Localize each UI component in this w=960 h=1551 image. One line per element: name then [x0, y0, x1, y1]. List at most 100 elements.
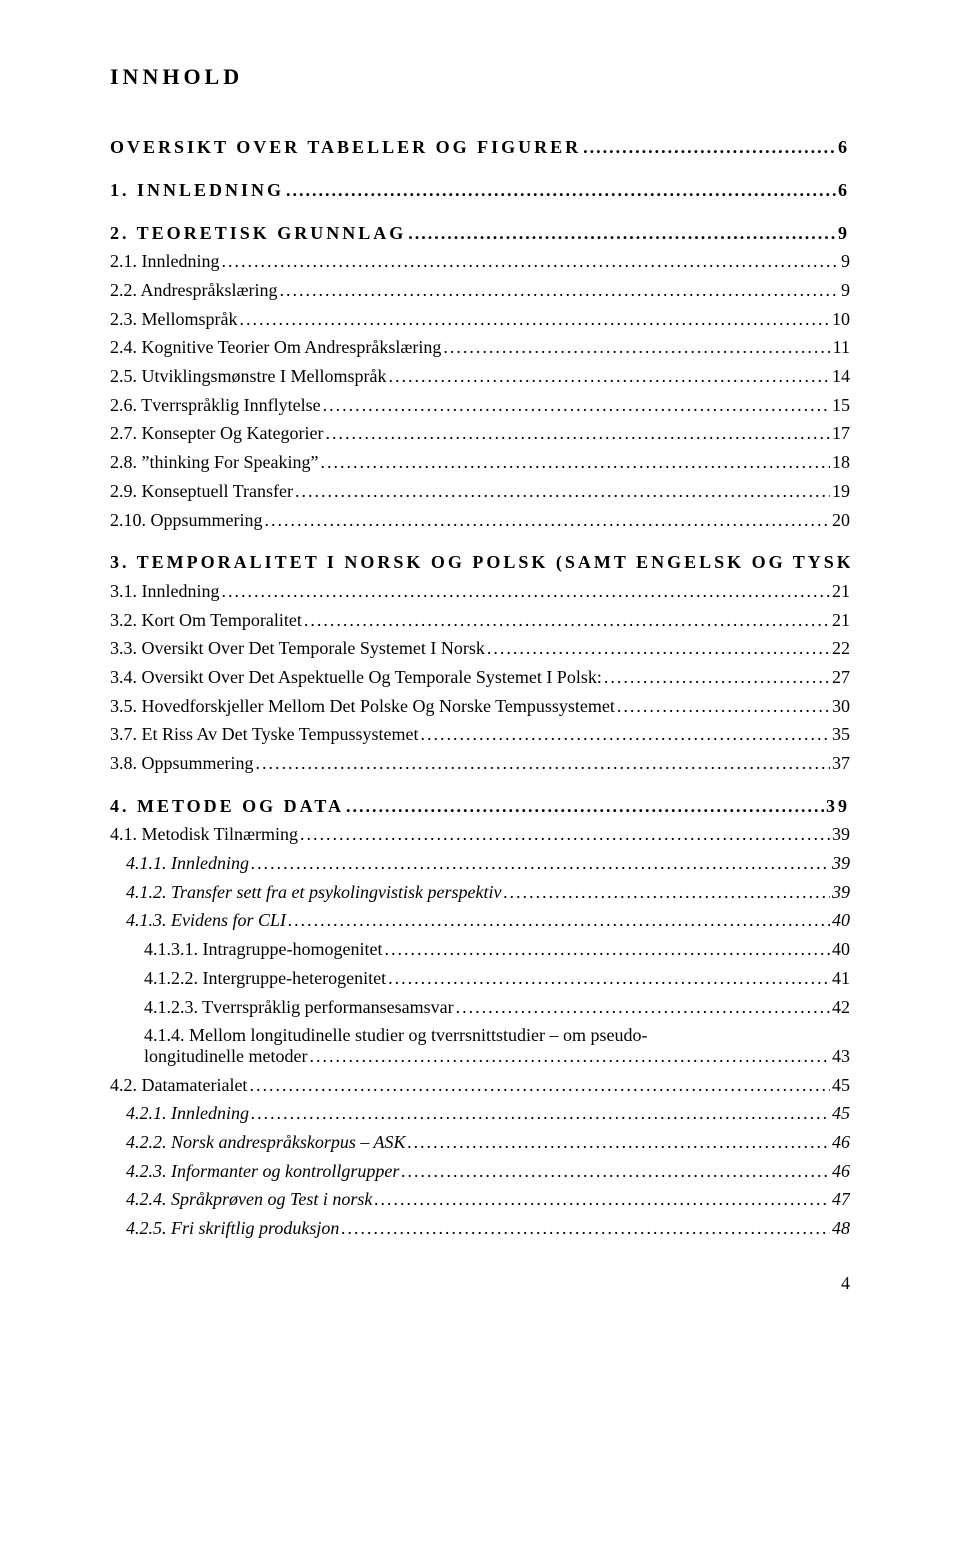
toc-page: 40	[832, 910, 850, 931]
toc-page: 39	[832, 882, 850, 903]
toc-entry: 4.2.3. Informanter og kontrollgrupper46	[110, 1161, 850, 1182]
toc-page: 27	[832, 667, 850, 688]
toc-label: 2.5. Utviklingsmønstre I Mellomspråk	[110, 366, 386, 387]
toc-label: longitudinelle metoder	[144, 1046, 307, 1067]
toc-leader	[456, 997, 830, 1018]
toc-label: 1. INNLEDNING	[110, 180, 284, 201]
toc-entry: 4.2.2. Norsk andrespråkskorpus – ASK 46	[110, 1132, 850, 1153]
toc-page: 30	[832, 696, 850, 717]
toc-leader	[408, 1132, 830, 1153]
toc-entry: 4.1.2.3. Tverrspråklig performansesamsva…	[110, 997, 850, 1018]
toc-label: 4.1.2.2. Intergruppe-heterogenitet	[144, 968, 386, 989]
toc-entry: 4.1.1. Innledning39	[110, 853, 850, 874]
toc-leader	[388, 968, 830, 989]
toc-entry: 3.4. Oversikt Over Det Aspektuelle Og Te…	[110, 667, 850, 688]
toc-page: 17	[832, 423, 850, 444]
toc-page: 20	[832, 510, 850, 531]
toc-label: 4.2.4. Språkprøven og Test i norsk	[126, 1189, 372, 1210]
toc-label: 3.7. Et Riss Av Det Tyske Tempussystemet	[110, 724, 418, 745]
toc-leader	[222, 251, 840, 272]
toc-entry: 4.1. Metodisk Tilnærming39	[110, 824, 850, 845]
toc-entry: 4.1.2.2. Intergruppe-heterogenitet 41	[110, 968, 850, 989]
toc-entry: 2.2. Andrespråkslæring9	[110, 280, 850, 301]
toc-label: 4.1.2.3. Tverrspråklig performansesamsva…	[144, 997, 454, 1018]
toc-leader	[604, 667, 830, 688]
toc-page: 42	[832, 997, 850, 1018]
toc-label: 2.2. Andrespråkslæring	[110, 280, 277, 301]
toc-leader	[617, 696, 830, 717]
page-title: INNHOLD	[110, 64, 850, 89]
toc-entry: 4.2.1. Innledning45	[110, 1103, 850, 1124]
toc-entry: 4.1.2. Transfer sett fra et psykolingvis…	[110, 882, 850, 903]
toc-label: 4.2.2. Norsk andrespråkskorpus – ASK	[126, 1132, 406, 1153]
toc-leader	[384, 939, 830, 960]
toc-entry: 2.3. Mellomspråk10	[110, 309, 850, 330]
toc-entry: 1. INNLEDNING 6	[110, 180, 850, 201]
toc-page: 6	[838, 137, 850, 158]
toc-page: 35	[832, 724, 850, 745]
toc-page: 21	[832, 610, 850, 631]
toc-label: 3.4. Oversikt Over Det Aspektuelle Og Te…	[110, 667, 602, 688]
toc-page: 9	[838, 223, 850, 244]
toc-entry: 2.1. Innledning9	[110, 251, 850, 272]
toc-leader	[401, 1161, 830, 1182]
toc-label: 4.1.1. Innledning	[126, 853, 249, 874]
toc-page: 39	[832, 824, 850, 845]
toc-page: 18	[832, 452, 850, 473]
toc-leader	[251, 1103, 830, 1124]
toc-leader	[420, 724, 830, 745]
toc-label: 4.1.3.1. Intragruppe-homogenitet	[144, 939, 382, 960]
toc-page: 46	[832, 1132, 850, 1153]
toc-leader	[346, 796, 824, 817]
toc-entry: 3. TEMPORALITET I NORSK OG POLSK (SAMT E…	[110, 552, 850, 573]
toc-leader	[388, 366, 830, 387]
toc-page: 11	[833, 337, 850, 358]
toc-leader	[300, 824, 830, 845]
toc-page: 39	[826, 796, 850, 817]
toc-page: 6	[838, 180, 850, 201]
toc-label: 3. TEMPORALITET I NORSK OG POLSK (SAMT E…	[110, 552, 850, 573]
toc-entry: 4.1.4. Mellom longitudinelle studier og …	[110, 1025, 850, 1046]
toc-label: 4.2.3. Informanter og kontrollgrupper	[126, 1161, 399, 1182]
toc-label: 2.9. Konseptuell Transfer	[110, 481, 293, 502]
toc-page: 47	[832, 1189, 850, 1210]
toc-entry: 3.5. Hovedforskjeller Mellom Det Polske …	[110, 696, 850, 717]
toc-label: 4. METODE OG DATA	[110, 796, 344, 817]
toc-leader	[249, 1075, 830, 1096]
toc-entry: 3.1. Innledning21	[110, 581, 850, 602]
toc-leader	[503, 882, 830, 903]
toc-entry: 4.1.3. Evidens for CLI 40	[110, 910, 850, 931]
toc-leader	[341, 1218, 830, 1239]
toc-entry: OVERSIKT OVER TABELLER OG FIGURER 6	[110, 137, 850, 158]
toc-entry: 3.2. Kort Om Temporalitet21	[110, 610, 850, 631]
toc-leader	[374, 1189, 830, 1210]
toc-label: 4.2.5. Fri skriftlig produksjon	[126, 1218, 339, 1239]
toc-leader	[487, 638, 830, 659]
toc-page: 41	[832, 968, 850, 989]
toc-label: 2.8. ”thinking For Speaking”	[110, 452, 318, 473]
toc-leader	[265, 510, 831, 531]
toc-leader	[408, 223, 836, 244]
toc-leader	[325, 423, 830, 444]
toc-leader	[320, 452, 830, 473]
toc-entry: 4. METODE OG DATA 39	[110, 796, 850, 817]
toc-leader	[304, 610, 830, 631]
toc-entry: 3.7. Et Riss Av Det Tyske Tempussystemet…	[110, 724, 850, 745]
toc-entry: 2.10. Oppsummering20	[110, 510, 850, 531]
toc-label: 2. TEORETISK GRUNNLAG	[110, 223, 406, 244]
toc-leader	[288, 910, 830, 931]
toc-page: 48	[832, 1218, 850, 1239]
toc-label: OVERSIKT OVER TABELLER OG FIGURER	[110, 137, 581, 158]
toc-label: 3.1. Innledning	[110, 581, 220, 602]
toc-entry-cont: longitudinelle metoder43	[110, 1046, 850, 1067]
toc-label: 3.3. Oversikt Over Det Temporale Systeme…	[110, 638, 485, 659]
toc-leader	[251, 853, 830, 874]
toc-entry: 4.2. Datamaterialet45	[110, 1075, 850, 1096]
toc-entry: 2.4. Kognitive Teorier Om Andrespråkslær…	[110, 337, 850, 358]
toc-label: 4.1.4. Mellom longitudinelle studier og …	[144, 1025, 647, 1046]
toc-entry: 2.6. Tverrspråklig Innflytelse15	[110, 395, 850, 416]
toc-leader	[323, 395, 830, 416]
toc-label: 2.4. Kognitive Teorier Om Andrespråkslær…	[110, 337, 441, 358]
toc-label: 4.1.3. Evidens for CLI	[126, 910, 286, 931]
toc-leader	[286, 180, 836, 201]
